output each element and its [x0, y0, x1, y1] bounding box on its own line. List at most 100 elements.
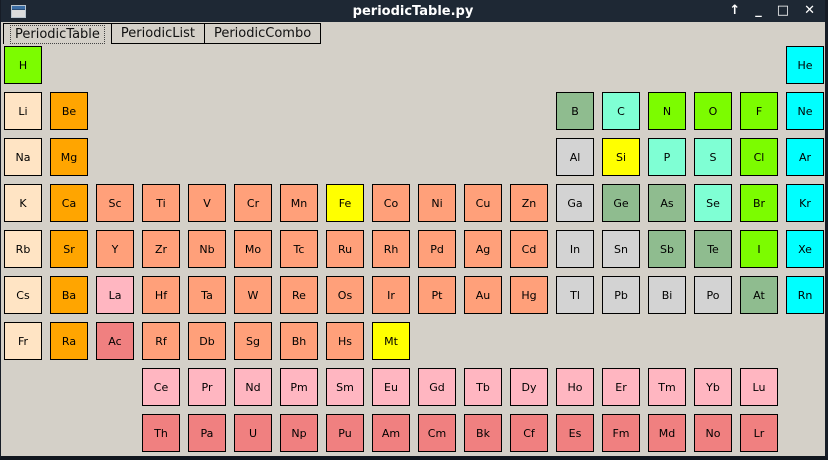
element-button-Tm[interactable]: Tm — [648, 368, 686, 406]
element-button-Zn[interactable]: Zn — [510, 184, 548, 222]
element-button-Pt[interactable]: Pt — [418, 276, 456, 314]
element-button-Hg[interactable]: Hg — [510, 276, 548, 314]
element-button-U[interactable]: U — [234, 414, 272, 452]
element-button-Y[interactable]: Y — [96, 230, 134, 268]
element-button-Rf[interactable]: Rf — [142, 322, 180, 360]
element-button-Ga[interactable]: Ga — [556, 184, 594, 222]
close-button[interactable]: ✕ — [804, 0, 815, 22]
element-button-Pr[interactable]: Pr — [188, 368, 226, 406]
element-button-S[interactable]: S — [694, 138, 732, 176]
element-button-Ba[interactable]: Ba — [50, 276, 88, 314]
element-button-O[interactable]: O — [694, 92, 732, 130]
element-button-F[interactable]: F — [740, 92, 778, 130]
element-button-Lr[interactable]: Lr — [740, 414, 778, 452]
element-button-Cl[interactable]: Cl — [740, 138, 778, 176]
element-button-Kr[interactable]: Kr — [786, 184, 824, 222]
element-button-Sm[interactable]: Sm — [326, 368, 364, 406]
shade-button[interactable]: ↑ — [729, 0, 740, 22]
tab-periodiclist[interactable]: PeriodicList — [111, 23, 205, 44]
element-button-Mg[interactable]: Mg — [50, 138, 88, 176]
element-button-Ra[interactable]: Ra — [50, 322, 88, 360]
element-button-Gd[interactable]: Gd — [418, 368, 456, 406]
element-button-Sr[interactable]: Sr — [50, 230, 88, 268]
element-button-Ta[interactable]: Ta — [188, 276, 226, 314]
element-button-Tl[interactable]: Tl — [556, 276, 594, 314]
element-button-V[interactable]: V — [188, 184, 226, 222]
element-button-Cf[interactable]: Cf — [510, 414, 548, 452]
element-button-Pa[interactable]: Pa — [188, 414, 226, 452]
element-button-B[interactable]: B — [556, 92, 594, 130]
element-button-Ho[interactable]: Ho — [556, 368, 594, 406]
element-button-H[interactable]: H — [4, 46, 42, 84]
element-button-Ru[interactable]: Ru — [326, 230, 364, 268]
tab-periodictable[interactable]: PeriodicTable — [3, 23, 112, 44]
element-button-Ag[interactable]: Ag — [464, 230, 502, 268]
element-button-Al[interactable]: Al — [556, 138, 594, 176]
element-button-N[interactable]: N — [648, 92, 686, 130]
maximize-button[interactable]: □ — [777, 0, 789, 22]
element-button-Mt[interactable]: Mt — [372, 322, 410, 360]
element-button-Re[interactable]: Re — [280, 276, 318, 314]
element-button-Os[interactable]: Os — [326, 276, 364, 314]
element-button-Cd[interactable]: Cd — [510, 230, 548, 268]
element-button-Pu[interactable]: Pu — [326, 414, 364, 452]
element-button-Lu[interactable]: Lu — [740, 368, 778, 406]
element-button-Dy[interactable]: Dy — [510, 368, 548, 406]
element-button-Be[interactable]: Be — [50, 92, 88, 130]
element-button-Te[interactable]: Te — [694, 230, 732, 268]
element-button-Th[interactable]: Th — [142, 414, 180, 452]
element-button-Es[interactable]: Es — [556, 414, 594, 452]
element-button-Bi[interactable]: Bi — [648, 276, 686, 314]
element-button-Cu[interactable]: Cu — [464, 184, 502, 222]
element-button-Ca[interactable]: Ca — [50, 184, 88, 222]
element-button-Rn[interactable]: Rn — [786, 276, 824, 314]
element-button-Ir[interactable]: Ir — [372, 276, 410, 314]
element-button-Pb[interactable]: Pb — [602, 276, 640, 314]
element-button-Md[interactable]: Md — [648, 414, 686, 452]
element-button-Po[interactable]: Po — [694, 276, 732, 314]
element-button-Sn[interactable]: Sn — [602, 230, 640, 268]
element-button-Am[interactable]: Am — [372, 414, 410, 452]
element-button-Sb[interactable]: Sb — [648, 230, 686, 268]
element-button-At[interactable]: At — [740, 276, 778, 314]
element-button-Hs[interactable]: Hs — [326, 322, 364, 360]
element-button-Na[interactable]: Na — [4, 138, 42, 176]
element-button-K[interactable]: K — [4, 184, 42, 222]
tab-periodiccombo[interactable]: PeriodicCombo — [204, 23, 322, 44]
element-button-As[interactable]: As — [648, 184, 686, 222]
element-button-Pm[interactable]: Pm — [280, 368, 318, 406]
element-button-He[interactable]: He — [786, 46, 824, 84]
element-button-Yb[interactable]: Yb — [694, 368, 732, 406]
element-button-Np[interactable]: Np — [280, 414, 318, 452]
element-button-Sc[interactable]: Sc — [96, 184, 134, 222]
element-button-C[interactable]: C — [602, 92, 640, 130]
element-button-Nd[interactable]: Nd — [234, 368, 272, 406]
element-button-P[interactable]: P — [648, 138, 686, 176]
element-button-Bk[interactable]: Bk — [464, 414, 502, 452]
element-button-Fe[interactable]: Fe — [326, 184, 364, 222]
element-button-Ti[interactable]: Ti — [142, 184, 180, 222]
element-button-Rh[interactable]: Rh — [372, 230, 410, 268]
element-button-Ni[interactable]: Ni — [418, 184, 456, 222]
element-button-Ge[interactable]: Ge — [602, 184, 640, 222]
element-button-Xe[interactable]: Xe — [786, 230, 824, 268]
element-button-Mo[interactable]: Mo — [234, 230, 272, 268]
element-button-Cm[interactable]: Cm — [418, 414, 456, 452]
element-button-Br[interactable]: Br — [740, 184, 778, 222]
element-button-Db[interactable]: Db — [188, 322, 226, 360]
element-button-Hf[interactable]: Hf — [142, 276, 180, 314]
element-button-Co[interactable]: Co — [372, 184, 410, 222]
element-button-In[interactable]: In — [556, 230, 594, 268]
element-button-Fr[interactable]: Fr — [4, 322, 42, 360]
element-button-I[interactable]: I — [740, 230, 778, 268]
element-button-No[interactable]: No — [694, 414, 732, 452]
element-button-Zr[interactable]: Zr — [142, 230, 180, 268]
element-button-La[interactable]: La — [96, 276, 134, 314]
element-button-Pd[interactable]: Pd — [418, 230, 456, 268]
element-button-Cs[interactable]: Cs — [4, 276, 42, 314]
element-button-Ne[interactable]: Ne — [786, 92, 824, 130]
element-button-Bh[interactable]: Bh — [280, 322, 318, 360]
element-button-Mn[interactable]: Mn — [280, 184, 318, 222]
element-button-Li[interactable]: Li — [4, 92, 42, 130]
minimize-button[interactable]: _ — [755, 0, 762, 22]
